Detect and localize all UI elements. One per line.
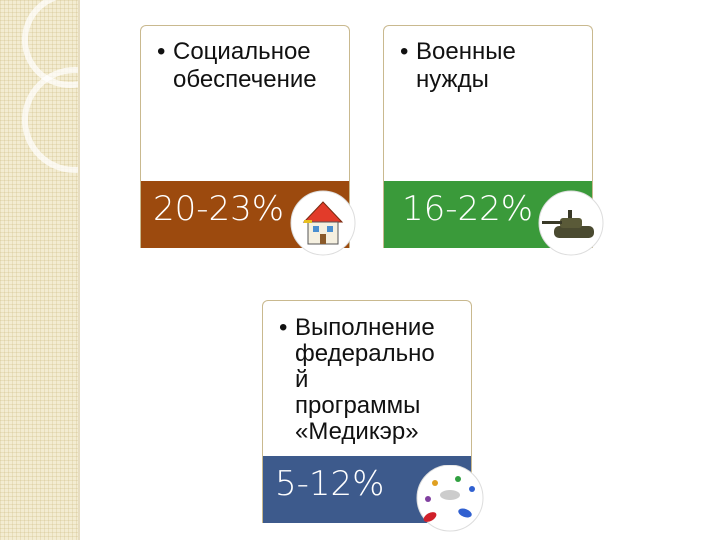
share: 16-22%: [402, 189, 534, 229]
text-line: федерально: [295, 340, 435, 367]
text-line: й: [295, 366, 309, 393]
decor-strip: [0, 0, 128, 540]
text-line: Военные: [400, 38, 588, 66]
text-line: обеспечение: [173, 66, 317, 93]
text-line: Социальное: [157, 38, 345, 66]
text-line: «Медикэр»: [295, 418, 419, 445]
text-line: нужды: [416, 66, 489, 93]
text-line: Выполнение: [279, 315, 467, 341]
house-icon: [290, 190, 356, 256]
decor-circles: [22, 0, 128, 173]
card-text: Выполнение федерально й программы «Медик…: [279, 315, 467, 445]
text-line: программы: [295, 392, 421, 419]
share: 5-12%: [275, 464, 385, 504]
share: 20-23%: [153, 189, 285, 229]
pills-icon: [416, 465, 484, 532]
card-text: Военные нужды: [400, 38, 588, 94]
card-text: Социальное обеспечение: [157, 38, 345, 94]
card: Выполнение федерально й программы «Медик…: [262, 300, 472, 523]
share-bar: 5-12%: [263, 456, 471, 523]
tank-icon: [538, 190, 604, 256]
